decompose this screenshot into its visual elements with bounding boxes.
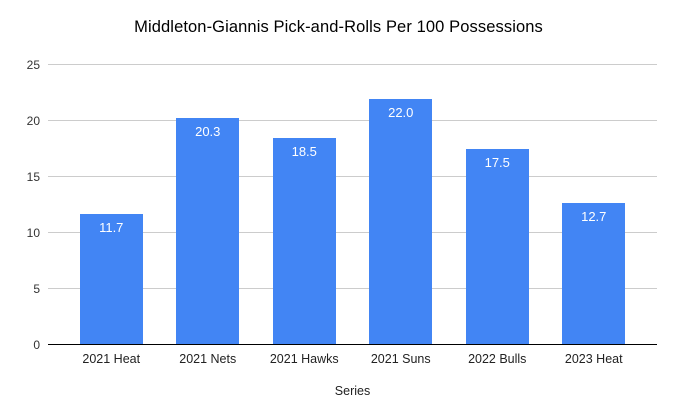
x-axis-category-labels: 2021 Heat 2021 Nets 2021 Hawks 2021 Suns 202… — [48, 352, 657, 366]
bar-value-label: 18.5 — [291, 143, 317, 159]
gridline — [48, 288, 657, 289]
bar-2021-hawks[interactable]: 18.5 — [272, 137, 336, 345]
bar-value-label: 11.7 — [99, 219, 124, 235]
x-category-label: 2021 Nets — [179, 352, 237, 366]
bar-slot: 20.3 — [160, 65, 257, 345]
bars-row: 11.7 20.3 18.5 22.0 17.5 12.7 — [48, 65, 657, 345]
y-tick-label: 5 — [33, 282, 40, 296]
x-category-label: 2021 Heat — [82, 352, 141, 366]
bar-value-label: 22.0 — [388, 104, 414, 120]
bar-2021-suns[interactable]: 22.0 — [369, 98, 433, 345]
gridline — [48, 64, 657, 65]
bar-slot: 22.0 — [353, 65, 450, 345]
bar-slot: 17.5 — [449, 65, 546, 345]
x-axis-title: Series — [334, 384, 371, 398]
bar-value-label: 17.5 — [484, 155, 510, 170]
bar-2023-heat[interactable]: 12.7 — [562, 202, 626, 345]
x-axis-baseline — [48, 344, 657, 345]
y-tick-label: 25 — [26, 58, 40, 72]
x-category-label: 2021 Suns — [370, 352, 431, 366]
y-axis-tick-labels: 0 5 10 15 20 25 — [0, 58, 40, 352]
bar-2021-nets[interactable]: 20.3 — [176, 117, 240, 345]
y-tick-label: 15 — [26, 170, 40, 184]
chart-title: Middleton-Giannis Pick-and-Rolls Per 100… — [134, 18, 543, 36]
gridline — [48, 176, 657, 177]
gridline — [48, 232, 657, 233]
plot-area: 11.7 20.3 18.5 22.0 17.5 12.7 — [48, 64, 657, 345]
bar-2021-heat[interactable]: 11.7 — [79, 213, 143, 345]
bar-2022-bulls[interactable]: 17.5 — [465, 149, 529, 345]
y-tick-label: 20 — [26, 114, 40, 128]
bar-slot: 11.7 — [63, 65, 160, 345]
y-tick-label: 10 — [26, 226, 40, 240]
y-tick-label: 0 — [33, 338, 40, 352]
gridline — [48, 120, 657, 121]
x-category-label: 2023 Heat — [564, 352, 623, 366]
bar-value-label: 20.3 — [195, 123, 221, 139]
bar-slot: 12.7 — [546, 65, 643, 345]
bar-slot: 18.5 — [256, 65, 353, 345]
x-category-label: 2021 Hawks — [269, 352, 339, 366]
bar-value-label: 12.7 — [581, 208, 607, 224]
x-category-label: 2022 Bulls — [468, 352, 527, 366]
